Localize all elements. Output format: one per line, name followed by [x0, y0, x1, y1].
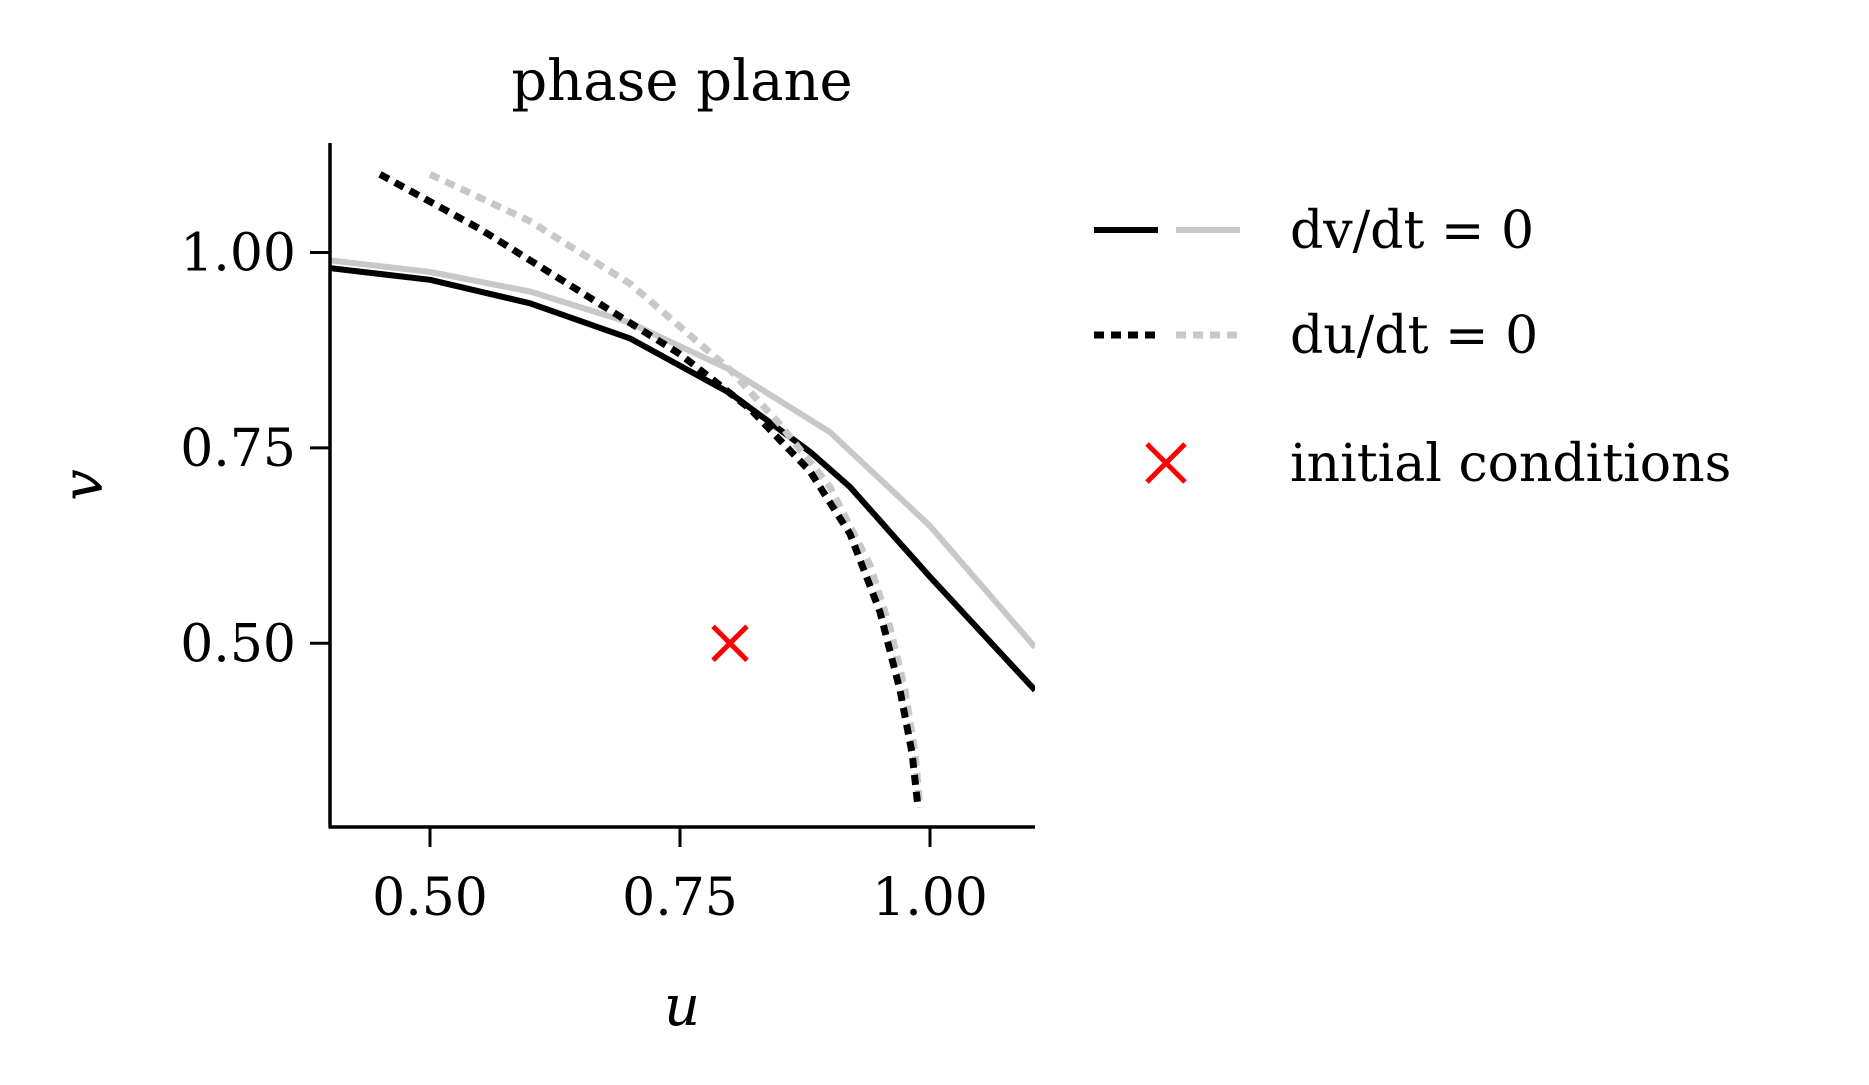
y-tick-label: 0.75: [180, 419, 296, 479]
series-line-du_dt-black: [378, 171, 922, 808]
x-tick-label: 0.50: [372, 868, 488, 928]
chart-title: phase plane: [511, 49, 852, 114]
legend: dv/dt = 0 du/dt = 0 initial conditions: [1094, 201, 1731, 494]
legend-label: initial conditions: [1290, 434, 1731, 494]
series-line-dv_dt-black: [330, 265, 1035, 693]
y-axis-label: v: [51, 469, 116, 501]
y-tick-label: 0.50: [180, 614, 296, 674]
legend-item-du_dt: du/dt = 0: [1094, 306, 1538, 366]
x-tick-label: 1.00: [872, 868, 988, 928]
legend-item-initial: initial conditions: [1145, 434, 1731, 494]
series-line-du_dt-gray: [428, 171, 924, 808]
axes: 0.50 0.75 1.00 0.50 0.75 1.00: [180, 143, 1035, 928]
x-tick-label: 0.75: [622, 868, 738, 928]
x-axis-label: u: [664, 974, 700, 1039]
legend-item-dv_dt: dv/dt = 0: [1094, 201, 1534, 261]
series-line-dv_dt-gray: [330, 257, 1035, 650]
initial-condition-marker: [711, 624, 749, 663]
legend-swatch-marker: [1145, 442, 1187, 484]
y-tick-label: 1.00: [180, 223, 296, 283]
legend-label: dv/dt = 0: [1290, 201, 1534, 261]
plot-area: [330, 171, 1035, 808]
legend-label: du/dt = 0: [1290, 306, 1538, 366]
